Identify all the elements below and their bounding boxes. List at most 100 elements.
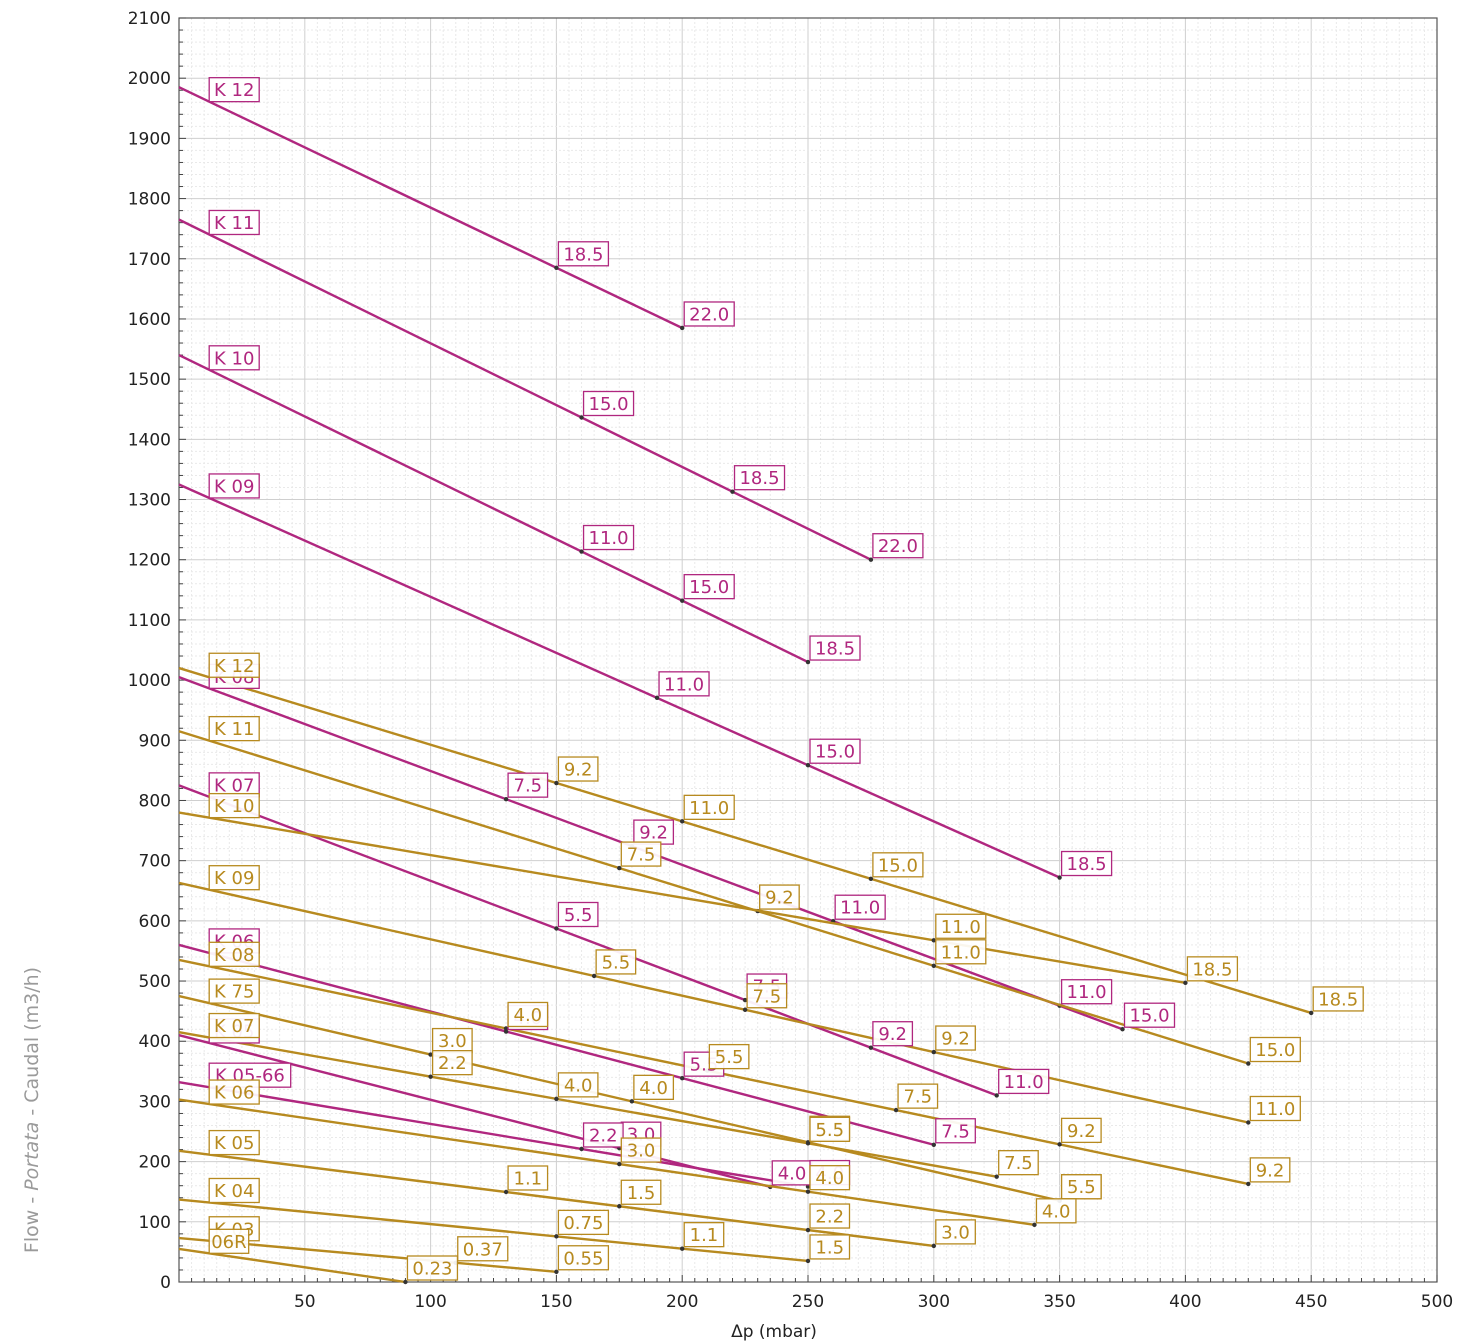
series-name-label-box: [208, 978, 260, 1004]
marker-label-text: 9.2: [564, 760, 593, 781]
y-tick-label: 1600: [128, 310, 171, 330]
marker-label-text: 15.0: [1129, 1006, 1169, 1027]
marker-label-box: [809, 1165, 851, 1191]
y-tick-label: 700: [139, 852, 171, 872]
marker-label-text: 9.2: [1256, 1160, 1285, 1181]
marker-label: 0.23: [406, 1255, 459, 1281]
series-name-label-text: K 04: [214, 1181, 254, 1202]
marker-label-box: [1060, 1174, 1102, 1200]
marker-label-box: [1249, 1036, 1301, 1063]
marker-label-text: 3.0: [627, 1141, 656, 1162]
marker-label: 7.5: [998, 1150, 1039, 1176]
marker-label-text: 18.5: [815, 639, 855, 660]
marker-label-text: 18.5: [739, 468, 779, 489]
marker-label: 15.0: [683, 573, 735, 600]
marker-label: 15.0: [1249, 1036, 1301, 1063]
marker-label: 1.1: [683, 1222, 725, 1248]
marker-label-text: 2.2: [815, 1207, 844, 1228]
series-name-label-box: [208, 941, 260, 967]
marker-label: 18.5: [733, 465, 786, 491]
marker-label-box: [897, 1083, 939, 1109]
marker-label: 0.55: [557, 1245, 610, 1271]
marker-point: [554, 265, 559, 270]
marker-point: [893, 1107, 899, 1113]
marker-label-text: 9.2: [1067, 1121, 1096, 1142]
marker-label-text: 0.37: [463, 1239, 503, 1260]
marker-label: 0.37: [457, 1236, 509, 1262]
marker-label: 11.0: [1249, 1095, 1301, 1122]
series-name-label-text: K 09: [214, 868, 254, 889]
marker-label-text: 11.0: [840, 898, 880, 919]
marker-point: [503, 796, 509, 802]
series-name-label: K 11: [208, 715, 260, 742]
y-tick-label: 800: [139, 791, 171, 811]
series-name-label-text: K 05: [214, 1133, 254, 1154]
marker-label: 4.0: [557, 1072, 599, 1098]
marker-label-text: 7.5: [753, 986, 782, 1007]
series-line: [178, 811, 1186, 985]
series-name-label: K 12: [208, 77, 260, 103]
marker-point: [730, 489, 735, 494]
marker-label: 11.0: [998, 1068, 1050, 1095]
marker-label-box: [620, 841, 662, 867]
marker-label-text: 18.5: [1067, 854, 1107, 875]
series-name-label-text: K 07: [214, 775, 254, 796]
x-tick-label: 350: [1043, 1292, 1075, 1312]
marker-label: 11.0: [1060, 979, 1113, 1005]
marker-point: [931, 1243, 936, 1249]
marker-label-text: 15.0: [815, 742, 855, 763]
marker-label-text: 7.5: [627, 845, 656, 866]
series-name-label-text: K 11: [214, 213, 254, 234]
series-name-label-text: K 11: [214, 719, 254, 740]
marker-label-text: 4.0: [564, 1075, 593, 1096]
marker-label-text: 3.0: [941, 1222, 970, 1243]
marker-point: [1057, 875, 1062, 880]
marker-label-box: [1123, 1002, 1176, 1028]
series-line: [178, 1031, 997, 1178]
series-name-label-text: 06R: [211, 1232, 246, 1253]
marker-label-text: 15.0: [878, 855, 918, 876]
marker-label: 2.2: [431, 1050, 473, 1076]
marker-label-box: [1035, 1198, 1077, 1224]
marker-label: 4.0: [771, 1160, 813, 1186]
marker-label-box: [507, 1165, 549, 1191]
y-tick-label: 1000: [128, 671, 171, 691]
series-name-label-box: [208, 209, 260, 236]
marker-point: [994, 1093, 999, 1098]
marker-label-box: [935, 913, 987, 939]
series-name-label-box: [208, 652, 260, 678]
y-tick-label: 900: [139, 731, 171, 751]
marker-label-box: [998, 1068, 1050, 1095]
marker-label-box: [633, 819, 675, 845]
x-tick-label: 100: [414, 1292, 446, 1312]
marker-label-box: [595, 949, 637, 975]
marker-label-box: [557, 901, 599, 928]
series-name-label: K 09: [208, 865, 260, 891]
y-tick-label: 400: [139, 1032, 171, 1052]
series-name-label-box: [208, 77, 260, 103]
marker-point: [503, 1026, 509, 1031]
marker-label: 9.2: [759, 884, 800, 910]
marker-point: [503, 1189, 509, 1195]
marker-label: 1.5: [809, 1234, 851, 1260]
marker-label-text: 15.0: [689, 577, 729, 598]
x-tick-label: 300: [918, 1292, 950, 1312]
series-name-label-box: [208, 1129, 260, 1156]
marker-label-text: 4.0: [639, 1078, 668, 1099]
tick-labels: 50 100 150 200 250 300 350 400 450 500 0 100 200 300 4…: [128, 9, 1453, 1312]
marker-label-box: [1249, 1095, 1301, 1122]
y-tick-label: 1200: [128, 551, 171, 571]
marker-label-text: 9.2: [765, 888, 794, 909]
marker-label-box: [809, 738, 861, 764]
marker-point: [554, 1269, 559, 1274]
series-line: [178, 994, 1060, 1202]
series-name-label-text: K 06: [214, 1083, 254, 1104]
marker-label-text: 1.5: [815, 1237, 844, 1258]
marker-label-box: [708, 1043, 750, 1070]
marker-label: 7.5: [935, 1118, 976, 1144]
series-line: [178, 218, 872, 561]
marker-label-text: 5.5: [564, 905, 593, 926]
marker-label-box: [457, 1236, 509, 1262]
marker-label-box: [872, 533, 924, 559]
marker-point: [805, 1141, 811, 1146]
